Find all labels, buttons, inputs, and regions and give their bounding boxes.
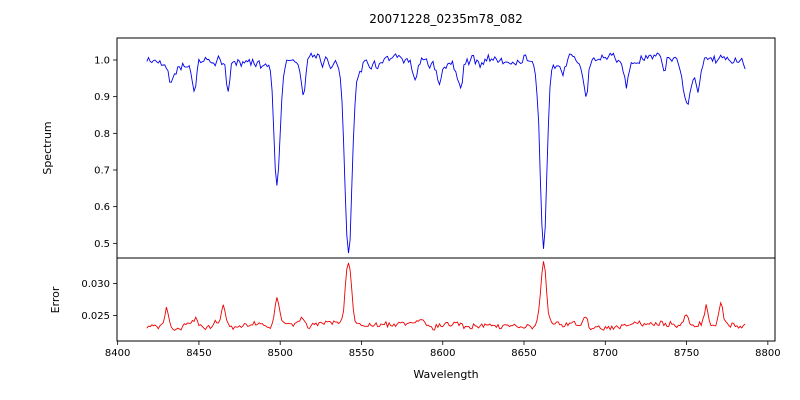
error-line [146, 261, 746, 331]
spectrum-panel-border [116, 37, 776, 259]
spectrum-y-tick-label: 0.7 [94, 166, 110, 177]
x-tick-label: 8450 [186, 348, 211, 359]
error-y-tick-label: 0.030 [81, 279, 110, 290]
x-tick-label: 8600 [430, 348, 455, 359]
x-tick-label: 8650 [511, 348, 536, 359]
error-y-tick-label: 0.025 [81, 311, 110, 322]
spectrum-y-tick-label: 0.9 [94, 92, 110, 103]
x-axis-label: Wavelength [413, 368, 479, 381]
x-tick-label: 8400 [105, 348, 130, 359]
x-tick-label: 8750 [674, 348, 699, 359]
spectrum-y-tick-label: 1.0 [94, 56, 110, 67]
spectrum-y-tick-label: 0.5 [94, 239, 110, 250]
x-tick-label: 8550 [349, 348, 374, 359]
x-tick-label: 8700 [593, 348, 618, 359]
error-panel-border [116, 257, 776, 342]
x-tick-label: 8800 [755, 348, 780, 359]
spectrum-line [146, 52, 746, 254]
x-tick-label: 8500 [267, 348, 292, 359]
chart-title: 20071228_0235m78_082 [369, 12, 523, 26]
spectrum-y-tick-label: 0.8 [94, 129, 110, 140]
spectrum-y-tick-label: 0.6 [94, 202, 110, 213]
